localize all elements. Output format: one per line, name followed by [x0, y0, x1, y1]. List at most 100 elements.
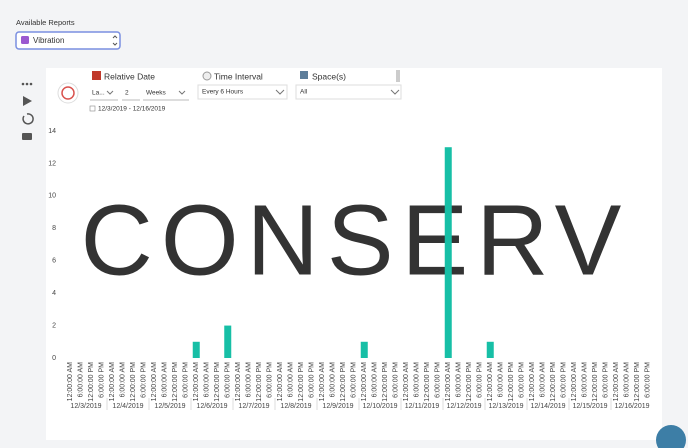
toolbar: [21, 82, 34, 140]
undo-icon[interactable]: [22, 113, 34, 125]
dropdown-arrows: [106, 89, 400, 95]
time-interval-value: Every 6 Hours: [202, 89, 244, 96]
x-tick-label: 12:00:00 AM: [487, 362, 494, 401]
x-tick-label: 6:00:00 AM: [540, 362, 547, 398]
x-tick-label: 12:00:00 PM: [172, 362, 179, 402]
x-tick-label: 6:00:00 PM: [603, 362, 610, 398]
bar: [444, 147, 452, 358]
x-group-label: 12/4/2019: [112, 403, 143, 410]
x-tick-label: 6:00:00 PM: [435, 362, 442, 398]
x-tick-label: 12:00:00 PM: [214, 362, 221, 402]
spaces-value: All: [300, 89, 308, 96]
x-tick-label: 6:00:00 PM: [393, 362, 400, 398]
report-select[interactable]: [15, 31, 121, 50]
relative-date-title: Relative Date: [104, 71, 155, 81]
x-tick-label: 6:00:00 AM: [498, 362, 505, 398]
x-tick-label: 12:00:00 AM: [361, 362, 368, 401]
x-group-label: 12/9/2019: [322, 403, 353, 410]
x-group-label: 12/11/2019: [405, 403, 440, 410]
x-group-label: 12/8/2019: [280, 403, 311, 410]
x-tick-label: 6:00:00 AM: [456, 362, 463, 398]
x-tick-label: 12:00:00 AM: [235, 362, 242, 401]
scrollbar: [396, 70, 400, 82]
reports-label: Available Reports: [16, 18, 75, 27]
time-interval-select[interactable]: [197, 84, 288, 100]
x-tick-label: 12:00:00 PM: [382, 362, 389, 402]
relative-mode[interactable]: La...: [92, 90, 105, 97]
x-tick-label: 6:00:00 AM: [246, 362, 253, 398]
x-tick-label: 12:00:00 AM: [571, 362, 578, 401]
x-group-label: 12/13/2019: [488, 403, 523, 410]
x-tick-label: 6:00:00 PM: [351, 362, 358, 398]
logo: [57, 82, 79, 104]
x-tick-label: 12:00:00 AM: [193, 362, 200, 401]
report-icon: [21, 36, 29, 44]
x-tick-label: 12:00:00 PM: [592, 362, 599, 402]
print-icon[interactable]: [22, 133, 32, 140]
y-tick-label: 10: [48, 193, 56, 200]
x-group-label: 12/14/2019: [530, 403, 565, 410]
x-tick-label: 12:00:00 PM: [550, 362, 557, 402]
x-tick-label: 12:00:00 PM: [508, 362, 515, 402]
x-tick-label: 6:00:00 AM: [162, 362, 169, 398]
x-tick-label: 12:00:00 PM: [298, 362, 305, 402]
space-icon: [300, 71, 308, 79]
x-tick-label: 6:00:00 AM: [330, 362, 337, 398]
select-arrows: [112, 35, 118, 46]
x-tick-label: 6:00:00 AM: [372, 362, 379, 398]
x-tick-label: 12:00:00 PM: [340, 362, 347, 402]
x-tick-label: 6:00:00 PM: [309, 362, 316, 398]
report-select-text: Vibration: [33, 36, 64, 45]
spaces-title: Space(s): [312, 71, 346, 81]
x-tick-label: 6:00:00 PM: [477, 362, 484, 398]
x-group-label: 12/10/2019: [362, 403, 397, 410]
x-tick-label: 12:00:00 AM: [277, 362, 284, 401]
x-tick-label: 12:00:00 AM: [67, 362, 74, 401]
x-tick-label: 12:00:00 PM: [466, 362, 473, 402]
calendar-icon: [92, 71, 101, 80]
clock-icon: [202, 71, 212, 81]
y-tick-label: 8: [52, 225, 56, 232]
x-tick-label: 6:00:00 PM: [645, 362, 652, 398]
x-tick-label: 6:00:00 AM: [288, 362, 295, 398]
x-tick-label: 12:00:00 PM: [424, 362, 431, 402]
x-group-label: 12/15/2019: [572, 403, 607, 410]
x-tick-label: 6:00:00 AM: [624, 362, 631, 398]
spaces-select[interactable]: [295, 84, 402, 100]
x-tick-label: 6:00:00 PM: [183, 362, 190, 398]
x-group-label: 12/7/2019: [238, 403, 269, 410]
x-tick-label: 6:00:00 AM: [204, 362, 211, 398]
x-tick-label: 6:00:00 PM: [561, 362, 568, 398]
y-tick-label: 2: [52, 322, 56, 329]
x-tick-label: 12:00:00 AM: [613, 362, 620, 401]
x-tick-label: 12:00:00 AM: [403, 362, 410, 401]
x-tick-label: 12:00:00 PM: [130, 362, 137, 402]
date-range: 12/3/2019 - 12/16/2019: [98, 106, 166, 113]
bar: [192, 341, 200, 358]
relative-unit[interactable]: Weeks: [146, 90, 166, 97]
bar: [360, 341, 368, 358]
x-group-label: 12/12/2019: [446, 403, 481, 410]
x-tick-label: 6:00:00 PM: [225, 362, 232, 398]
x-tick-label: 12:00:00 AM: [109, 362, 116, 401]
watermark: CONSERV: [81, 184, 630, 296]
relative-count[interactable]: 2: [125, 90, 129, 97]
y-tick-label: 12: [48, 160, 56, 167]
x-tick-label: 6:00:00 AM: [414, 362, 421, 398]
x-tick-label: 6:00:00 PM: [267, 362, 274, 398]
x-tick-label: 12:00:00 PM: [634, 362, 641, 402]
x-tick-label: 12:00:00 PM: [256, 362, 263, 402]
chat-button[interactable]: [656, 425, 686, 448]
x-tick-label: 12:00:00 AM: [529, 362, 536, 401]
logo-ring: [61, 86, 75, 100]
x-tick-label: 12:00:00 AM: [445, 362, 452, 401]
x-tick-label: 6:00:00 PM: [519, 362, 526, 398]
y-tick-label: 14: [48, 128, 56, 135]
play-icon[interactable]: [23, 96, 32, 106]
x-group-label: 12/16/2019: [614, 403, 649, 410]
x-group-label: 12/5/2019: [154, 403, 185, 410]
bar: [486, 341, 494, 358]
x-tick-label: 12:00:00 PM: [88, 362, 95, 402]
x-tick-label: 6:00:00 AM: [582, 362, 589, 398]
